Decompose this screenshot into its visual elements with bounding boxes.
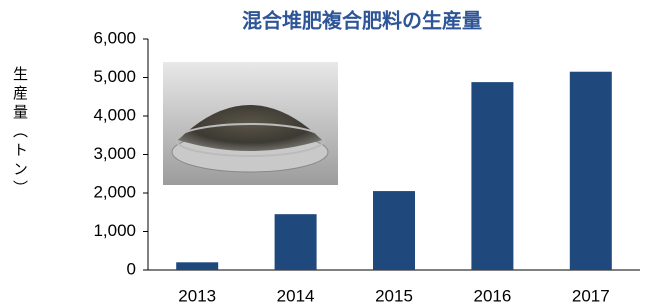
y-tick-label: 1,000 [93,221,136,240]
y-tick-label: 6,000 [93,28,136,47]
x-tick-label: 2016 [473,286,511,305]
y-axis-label: 生産量（トン） [11,66,29,199]
x-tick-label: 2013 [178,286,216,305]
photo [163,62,338,185]
chart: 混合堆肥複合肥料の生産量 生産量（トン） 0 1,000 2,000 3,000 4,0… [0,0,654,308]
bar [570,72,612,270]
bar [471,82,513,270]
bar [275,214,317,270]
bar [176,262,218,270]
y-tick-label: 2,000 [93,182,136,201]
y-tick-label: 5,000 [93,67,136,86]
chart-title: 混合堆肥複合肥料の生産量 [242,9,482,33]
x-tick-label: 2014 [277,286,315,305]
y-tick-label: 3,000 [93,144,136,163]
bar [373,191,415,270]
x-tick-label: 2015 [375,286,413,305]
y-tick-label: 0 [127,259,136,278]
y-tick-label: 4,000 [93,105,136,124]
x-tick-label: 2017 [572,286,610,305]
